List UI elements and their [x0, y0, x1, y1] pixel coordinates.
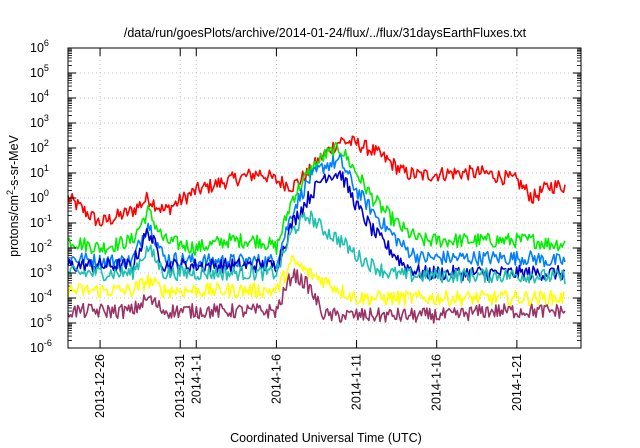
grid-lines: [68, 47, 581, 349]
x-tick-labels: 2013-12-26 2013-12-31 2014-1-1 2014-1-6 2014…: [93, 48, 524, 418]
x-tick-label: 2014-1-1: [189, 354, 203, 404]
y-tick-label: 10-2: [30, 238, 52, 255]
y-tick-labels: 10-6 10-5 10-4 10-3 10-2 10-1 100 101 102 103 104 1…: [30, 38, 581, 355]
x-tick-label: 2013-12-26: [93, 354, 107, 418]
y-tick-label: 105: [30, 63, 49, 80]
y-axis-label: protons/cm2-s-sr-MeV: [5, 134, 21, 256]
y-tick-label: 101: [30, 163, 49, 180]
series-line-7: [67, 268, 566, 324]
y-tick-label: 103: [30, 113, 49, 130]
x-tick-label: 2013-12-31: [173, 354, 187, 418]
y-tick-label: 104: [30, 88, 49, 105]
x-tick-label: 2014-1-21: [510, 354, 524, 411]
y-tick-label: 10-5: [30, 313, 52, 330]
series-line-6: [67, 254, 566, 307]
x-tick-label: 2014-1-16: [430, 354, 444, 411]
series-line-5: [67, 210, 566, 285]
y-tick-label: 100: [30, 188, 49, 205]
y-tick-label: 10-6: [30, 338, 52, 355]
x-tick-label: 2014-1-11: [350, 354, 364, 410]
y-tick-label: 10-1: [30, 213, 52, 230]
chart-title: /data/run/goesPlots/archive/2014-01-24/f…: [124, 26, 527, 40]
y-tick-label: 106: [30, 38, 49, 55]
y-tick-label: 10-4: [30, 288, 52, 305]
y-tick-label: 10-3: [30, 263, 52, 280]
series-line-3: [67, 153, 566, 270]
x-tick-label: 2014-1-6: [269, 354, 283, 404]
y-tick-label: 102: [30, 138, 49, 155]
series-group: [67, 135, 566, 324]
x-axis-label: Coordinated Universal Time (UTC): [230, 431, 422, 445]
